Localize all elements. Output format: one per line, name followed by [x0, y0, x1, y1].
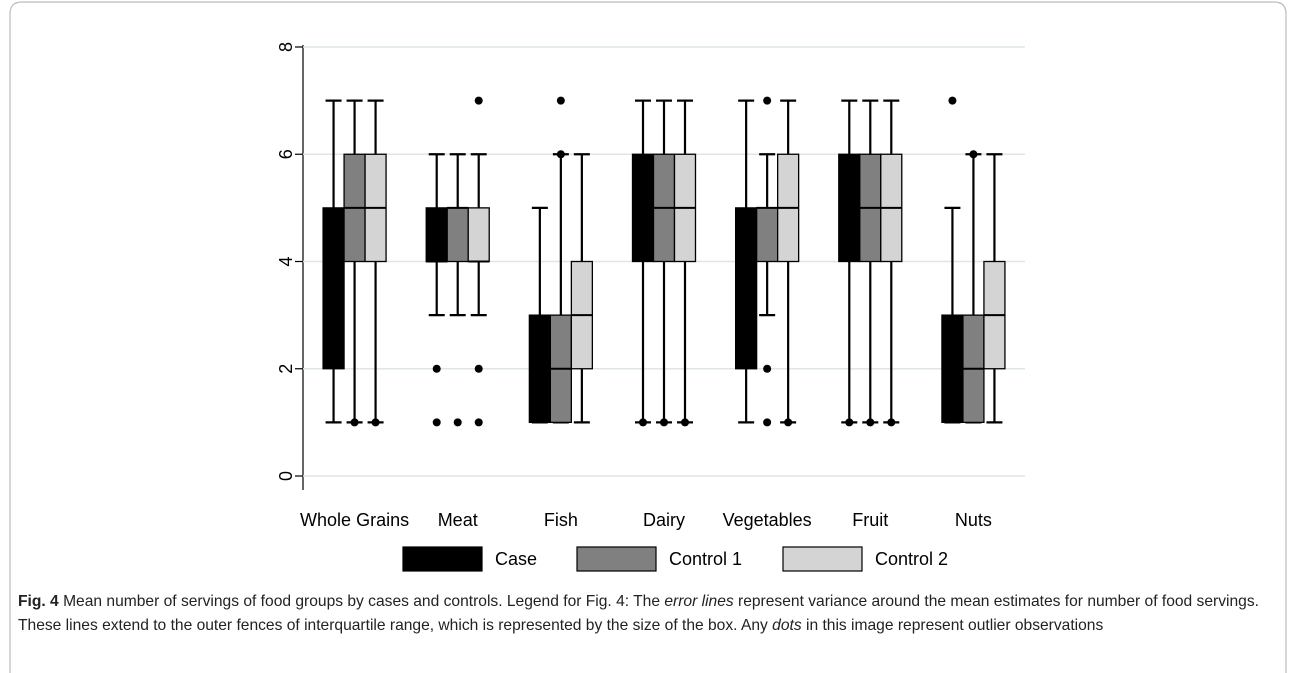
caption-text: Mean number of servings of food groups b… — [58, 593, 665, 610]
legend-swatch — [402, 546, 483, 572]
outlier — [371, 418, 380, 427]
box — [425, 207, 448, 263]
caption-label: Fig. 4 — [18, 593, 59, 610]
outlier — [453, 418, 462, 427]
outlier — [556, 150, 565, 159]
y-tick-label: 6 — [276, 149, 296, 159]
outlier — [660, 418, 668, 427]
outlier — [350, 418, 359, 427]
outlier — [432, 418, 441, 427]
outlier — [948, 96, 957, 105]
figure-frame — [9, 1, 1287, 673]
outlier — [474, 418, 483, 427]
box — [446, 207, 469, 263]
caption-text: dots — [772, 616, 802, 634]
caption-text: represent variance around the mean estim… — [18, 593, 1259, 634]
outlier — [474, 364, 483, 373]
box — [734, 207, 758, 370]
outlier — [763, 364, 772, 373]
outlier — [556, 96, 565, 105]
caption-text: error lines — [664, 593, 734, 610]
caption-text: in this image represent outlier observat… — [801, 616, 1104, 634]
x-tick-label: Fish — [544, 510, 578, 530]
x-tick-label: Whole Grains — [300, 510, 409, 530]
legend-label: Control 2 — [875, 549, 948, 569]
legend-swatch — [782, 546, 863, 572]
outlier — [474, 96, 483, 105]
y-tick-label: 2 — [276, 364, 296, 374]
outlier — [969, 150, 978, 159]
x-tick-label: Meat — [438, 510, 478, 530]
outlier — [639, 418, 647, 427]
outlier — [763, 96, 772, 105]
outlier — [784, 418, 793, 427]
outlier — [763, 418, 772, 427]
legend-swatch — [576, 546, 657, 572]
box — [755, 207, 779, 263]
outlier — [681, 418, 689, 427]
outlier — [866, 418, 875, 427]
box — [322, 207, 345, 370]
outlier — [887, 418, 896, 427]
y-tick-label: 0 — [276, 471, 296, 481]
x-tick-label: Nuts — [955, 510, 992, 530]
y-tick-label: 4 — [276, 256, 296, 266]
legend-label: Case — [495, 549, 537, 569]
outlier — [845, 418, 854, 427]
outlier — [432, 364, 441, 373]
y-tick-label: 8 — [276, 42, 296, 52]
legend-label: Control 1 — [669, 549, 742, 569]
x-tick-label: Vegetables — [723, 510, 812, 530]
x-tick-label: Dairy — [643, 510, 685, 530]
x-tick-label: Fruit — [852, 510, 888, 530]
box — [467, 207, 490, 263]
caption: Fig. 4 Mean number of servings of food g… — [18, 590, 1280, 637]
